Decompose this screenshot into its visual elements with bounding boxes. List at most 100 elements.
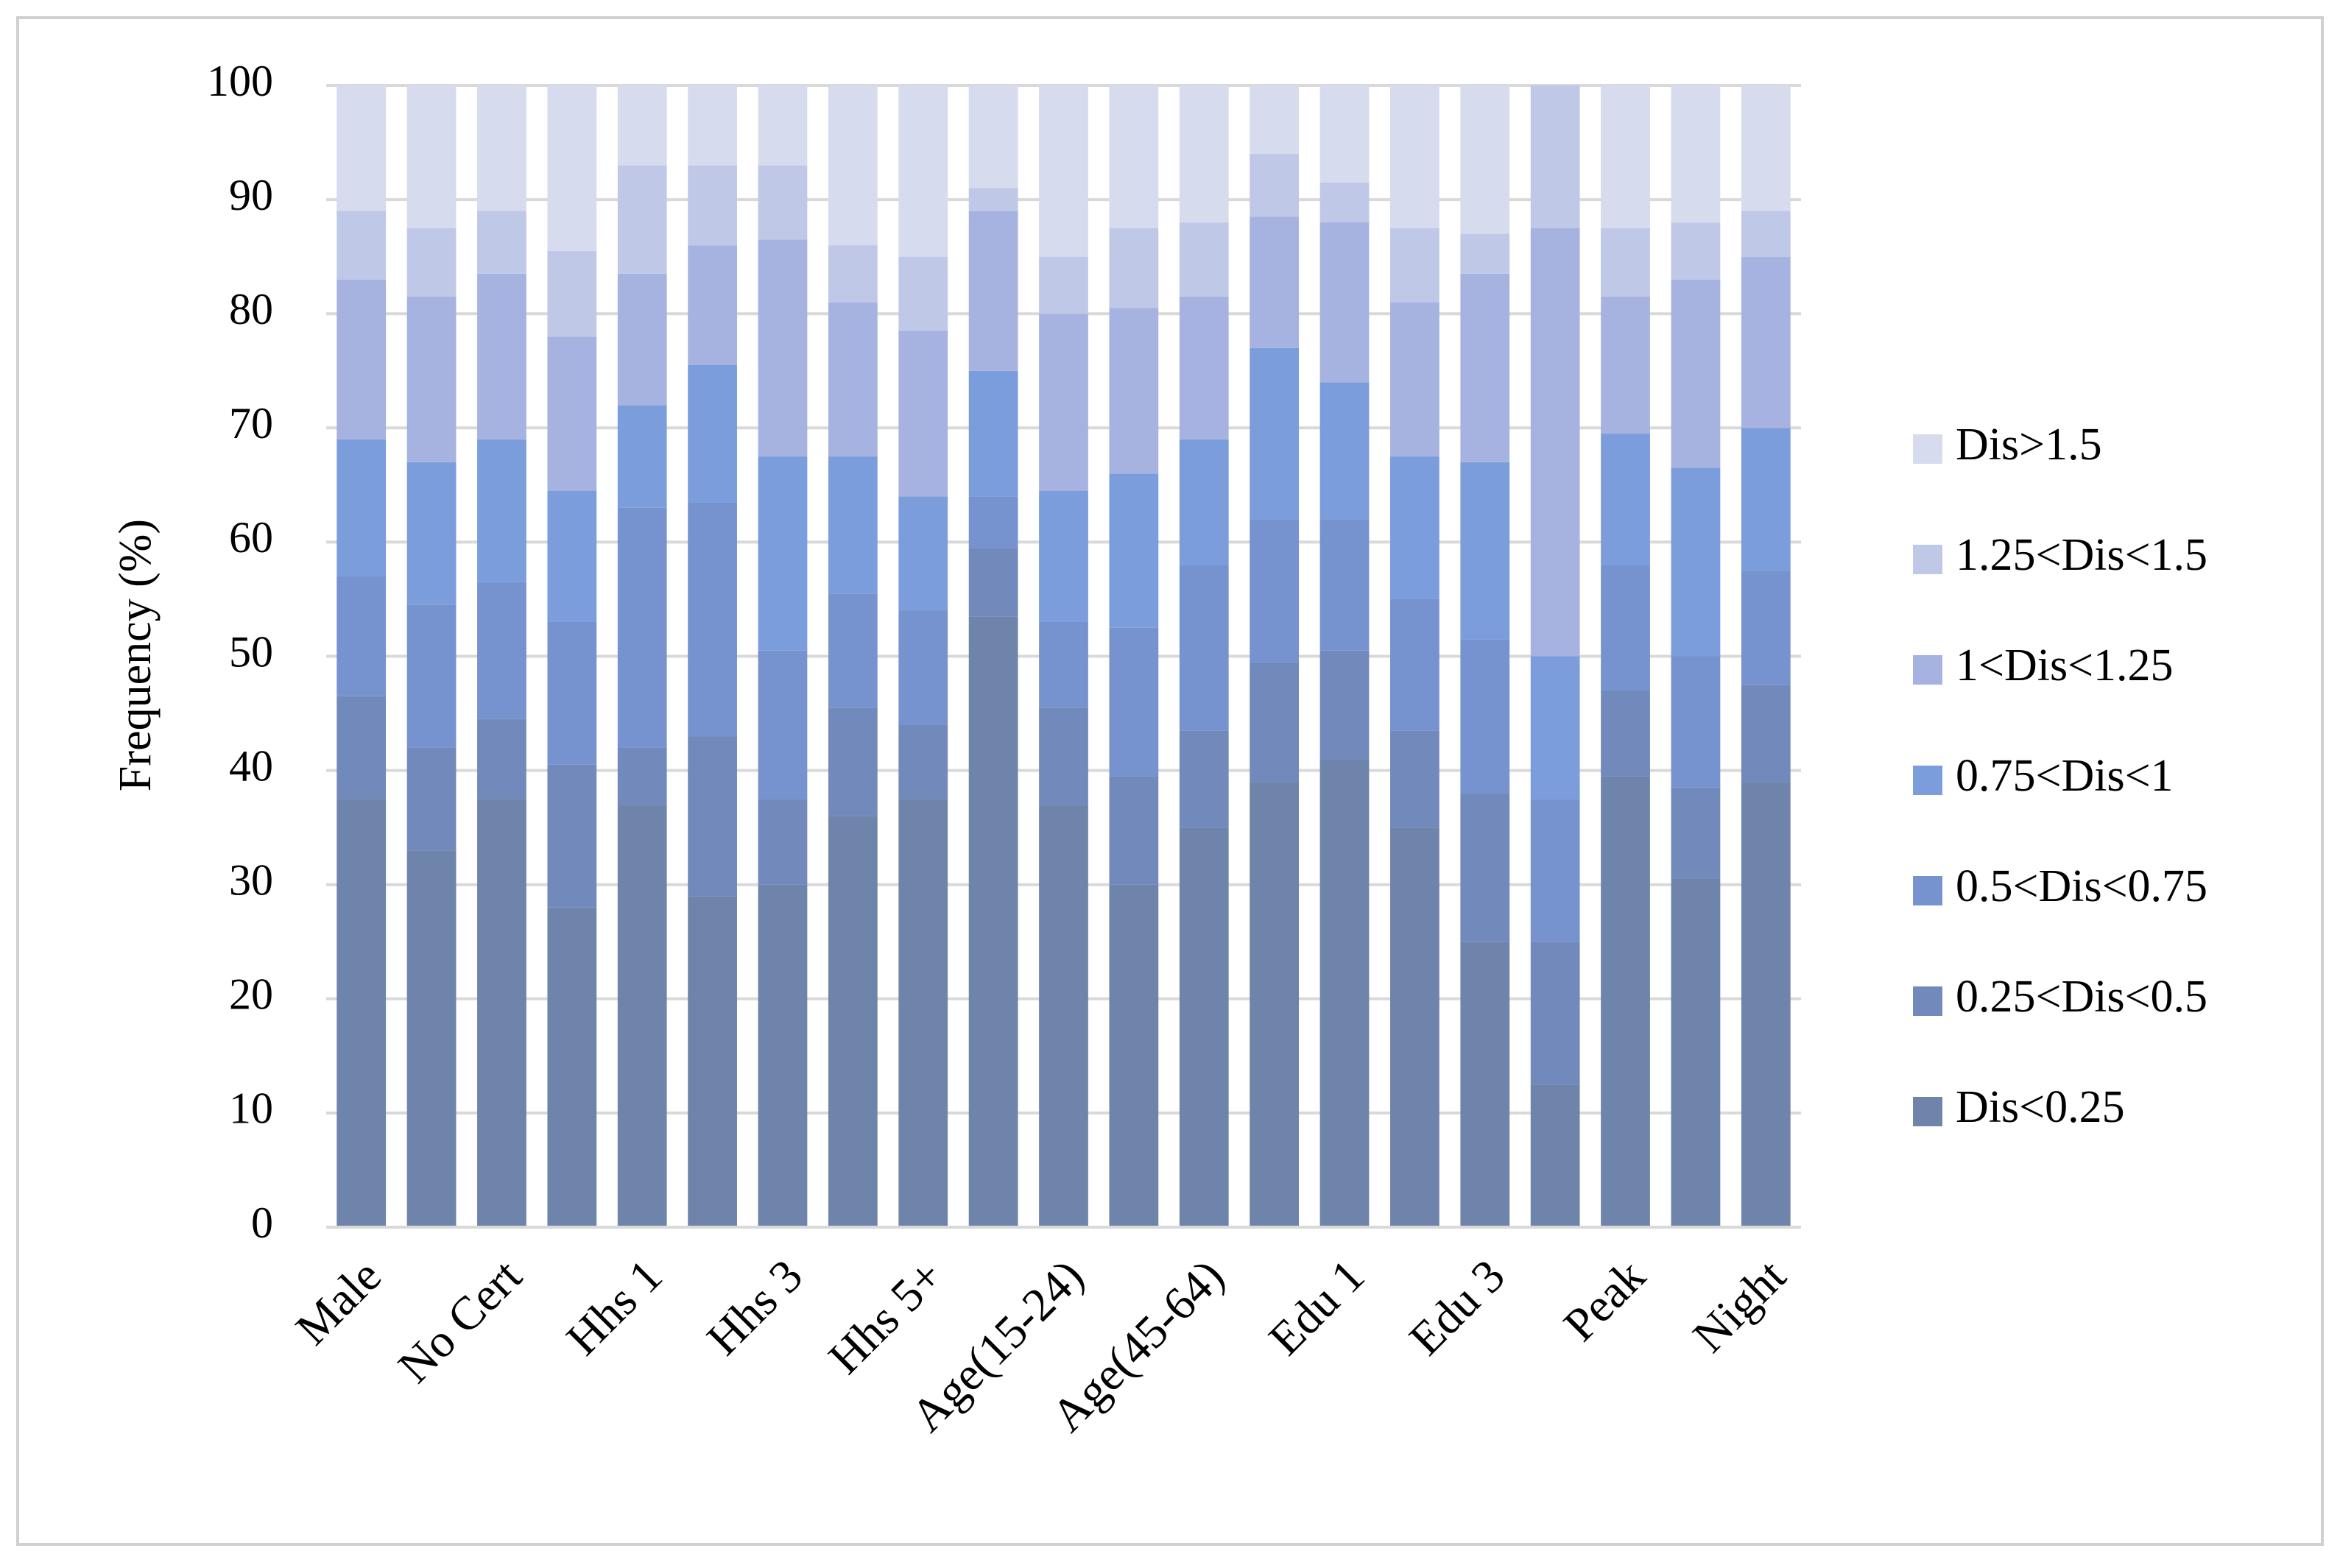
bar-segment [1530,85,1580,228]
bar-segment [336,696,387,799]
bar-segment [547,490,597,622]
bar-segment [1109,884,1159,1227]
bar-segment [617,507,667,748]
bar-segment [758,239,808,457]
bar-segment [828,85,878,246]
legend-label: 0.75<Dis<1 [1956,751,2174,801]
bar-segment [1601,691,1650,777]
bar-segment [1741,85,1791,211]
bar-segment [898,331,948,497]
bar-segment [968,85,1018,188]
bar-segment [968,211,1018,371]
bar-segment [617,273,667,406]
bar-segment [1741,782,1791,1227]
bar-segment [1039,805,1088,1227]
bar-segment [1741,428,1791,571]
y-tick-label: 80 [229,285,273,333]
bar-segment [1390,598,1439,731]
bar-segment [1460,273,1510,462]
bar-segment [1460,793,1510,942]
bar-segment [1319,382,1370,520]
bar-segment [1109,776,1159,885]
legend-swatch [1913,876,1942,905]
bar-segment [1319,759,1370,1227]
legend-label: 0.5<Dis<0.75 [1956,861,2207,911]
bar-segment [1109,627,1159,777]
bar-segment [1460,639,1510,794]
bar-segment [1319,519,1370,651]
bar-segment [1741,256,1791,428]
bar-segment [828,456,878,594]
y-tick-label: 0 [251,1198,273,1247]
y-tick-label: 40 [229,741,273,790]
bar-segment [1039,490,1088,622]
bar-segment [1039,256,1088,314]
bar-segment [477,211,526,274]
bar-segment [1250,662,1300,783]
bar-segment [688,85,737,166]
bar-segment [828,707,878,816]
bar-segment [406,227,457,297]
legend-swatch [1913,986,1942,1016]
bar-segment [1530,656,1580,799]
bar-segment [1319,182,1370,223]
bar-segment [1109,85,1159,228]
bar-segment [1250,216,1300,348]
bar-segment [1390,227,1439,303]
y-tick-label: 10 [229,1084,273,1133]
bar-segment [828,302,878,457]
bar-segment [828,245,878,303]
y-tick-label: 30 [229,855,273,904]
bar-segment [1601,434,1650,565]
legend-label: Dis>1.5 [1956,420,2102,470]
bar-segment [1671,85,1721,223]
bar-segment [968,616,1018,1227]
bar-segment [336,85,387,211]
legend-label: 1<Dis<1.25 [1956,640,2174,691]
bar-segment [406,747,457,851]
legend-swatch [1913,766,1942,795]
bar-segment [1039,85,1088,257]
bar-segment [406,604,457,748]
y-tick-label: 90 [229,171,273,219]
legend-swatch [1913,1097,1942,1126]
bar-segment [1530,942,1580,1085]
bar-segment [1671,467,1721,657]
bar-segment [688,736,737,897]
bar-segment [688,245,737,365]
bar-segment [968,496,1018,548]
bar-segment [477,273,526,439]
bar-segment [477,85,526,211]
bar-segment [477,799,526,1227]
bar-segment [758,799,808,885]
bar-segment [1179,565,1229,731]
bar-segment [1250,347,1300,520]
bar-segment [968,188,1018,211]
bar-segment [1601,85,1650,228]
bar-segment [1601,296,1650,434]
bar-segment [688,896,737,1227]
bar-segment [336,211,387,280]
bar-segment [758,456,808,651]
bar-segment [1671,787,1721,879]
bar-segment [898,724,948,799]
bar-segment [758,884,808,1227]
bar-segment [1601,776,1650,1227]
y-tick-label: 50 [229,627,273,676]
bar-segment [1179,730,1229,828]
bar-segment [1390,456,1439,599]
bar-segment [547,250,597,337]
bar-segment [1390,730,1439,828]
bar-segment [547,336,597,491]
bar-segment [1460,942,1510,1227]
bar-segment [1671,222,1721,280]
bar-segment [1319,222,1370,383]
bar-segment [1460,85,1510,234]
bar-segment [758,165,808,240]
bar-segment [477,439,526,582]
bar-segment [406,85,457,228]
bar-segment [477,582,526,719]
bar-segment [547,907,597,1227]
bar-segment [1460,233,1510,274]
